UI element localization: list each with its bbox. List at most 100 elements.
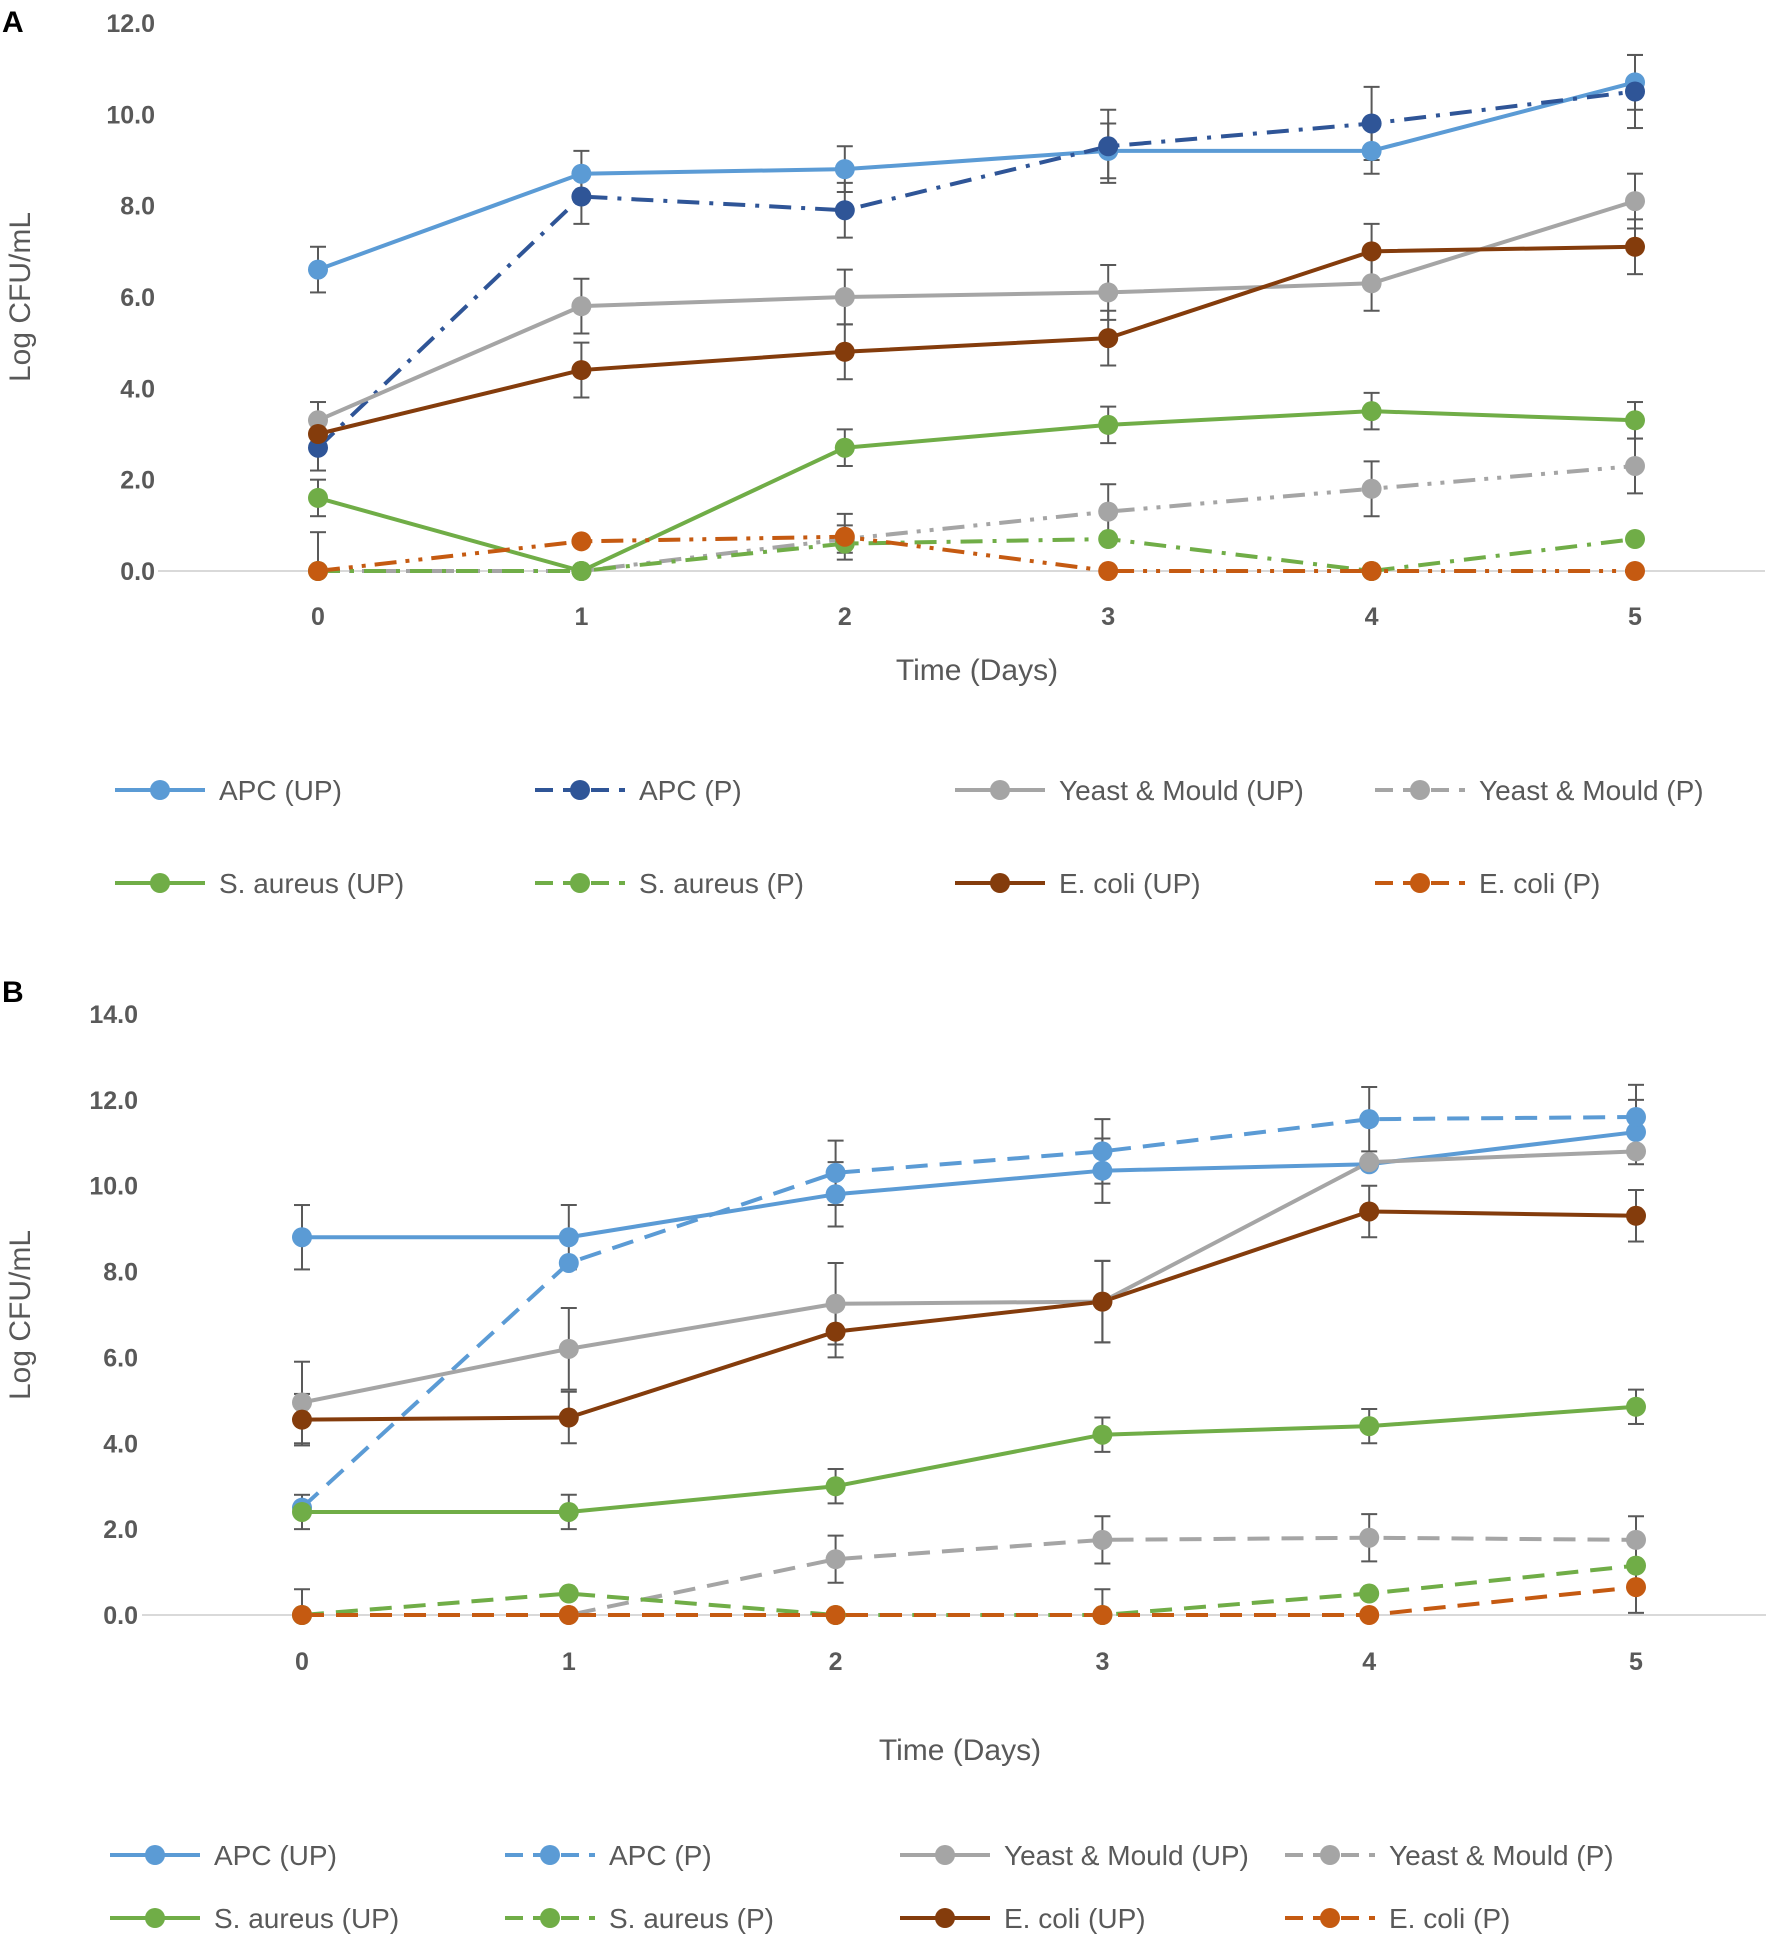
panel-b-point-e-coli-up (292, 1409, 312, 1430)
panel-a-y-tick-label: 2.0 (120, 467, 155, 495)
panel-b-point-e-coli-p (825, 1605, 846, 1625)
panel-a-line-e-coli-p (317, 534, 1635, 573)
panel-b-legend-marker-e-coli-p (1320, 1908, 1340, 1928)
panel-a-point-yeast-mould-up (308, 410, 328, 431)
panel-a-legend-item-yeast-mould-up: Yeast & Mould (UP) (955, 775, 1304, 806)
panel-a-legend-label-apc-up: APC (UP) (219, 775, 342, 806)
panel-b-legend-label-apc-up: APC (UP) (214, 1840, 337, 1871)
panel-b-line-yeast-mould-p (302, 1535, 1637, 1617)
panel-a-point-s-aureus-p (1098, 529, 1119, 550)
panel-b-point-apc-p (1359, 1109, 1380, 1130)
panel-a-legend-item-yeast-mould-p: Yeast & Mould (P) (1375, 775, 1704, 806)
panel-a-point-yeast-mould-up (1098, 282, 1119, 303)
panel-b-point-e-coli-p (1092, 1605, 1113, 1625)
panel-a-legend-item-e-coli-p: E. coli (P) (1375, 868, 1600, 899)
panel-b-point-e-coli-p (558, 1605, 579, 1625)
panel-b-legend-marker-s-aureus-p (540, 1908, 560, 1928)
panel-b-y-tick-label: 10.0 (89, 1173, 138, 1201)
panel-b-point-yeast-mould-p (1626, 1529, 1646, 1550)
panel-b-point-apc-up (1092, 1160, 1113, 1181)
panel-b-x-tick-label: 5 (1629, 1648, 1643, 1676)
panel-a-x-tick-label: 0 (311, 603, 325, 631)
panel-b-point-s-aureus-up (1092, 1424, 1113, 1445)
panel-b-legend-item-s-aureus-p: S. aureus (P) (505, 1903, 774, 1934)
panel-b-legend-marker-apc-up (145, 1845, 165, 1865)
panel-b-x-tick-label: 2 (829, 1648, 843, 1676)
panel-a-point-s-aureus-up (1625, 410, 1645, 431)
panel-b-legend-label-apc-p: APC (P) (609, 1840, 712, 1871)
panel-b-point-apc-up (558, 1227, 579, 1248)
panel-a-point-e-coli-p (1098, 561, 1119, 581)
panel-a-legend-marker-e-coli-p (1410, 873, 1430, 893)
panel-a-x-axis-title: Time (Days) (896, 654, 1058, 687)
panel-b-point-s-aureus-up (558, 1501, 579, 1522)
panel-a-legend-marker-yeast-mould-p (1410, 780, 1430, 800)
panel-b-line-yeast-mould-up (301, 1149, 1637, 1405)
panel-b-point-yeast-mould-p (825, 1549, 846, 1570)
panel-a-point-e-coli-up (834, 341, 855, 362)
panel-a-legend-item-apc-p: APC (P) (535, 775, 742, 806)
panel-a-point-s-aureus-up (834, 437, 855, 458)
panel-b-point-e-coli-up (1626, 1205, 1646, 1226)
panel-b-legend-label-yeast-mould-up: Yeast & Mould (UP) (1004, 1840, 1249, 1871)
panel-a-legend-marker-yeast-mould-up (990, 780, 1010, 800)
panel-a-point-e-coli-p (1361, 561, 1382, 581)
panel-b-legend-marker-yeast-mould-up (935, 1845, 955, 1865)
panel-a-legend-item-e-coli-up: E. coli (UP) (955, 868, 1201, 899)
panel-a-legend-label-e-coli-p: E. coli (P) (1479, 868, 1600, 899)
panel-a-point-e-coli-p (834, 526, 855, 547)
panel-a-legend-marker-s-aureus-up (150, 873, 170, 893)
panel-b-chart: B 0.0 2.0 4.0 6.0 8.0 10.0 12.0 14.0 0 1 2 3 4 5 Time (… (2, 976, 1766, 1934)
panel-a-point-yeast-mould-up (1625, 191, 1645, 212)
panel-b-x-tick-label: 4 (1362, 1648, 1376, 1676)
panel-b-y-tick-label: 14.0 (89, 1001, 138, 1029)
panel-b-y-tick-label: 12.0 (89, 1087, 138, 1115)
panel-b-point-s-aureus-p (1626, 1555, 1646, 1576)
panel-a-legend-label-apc-p: APC (P) (639, 775, 742, 806)
panel-b-line-apc-p (300, 1115, 1637, 1510)
panel-a-point-yeast-mould-up (1361, 273, 1382, 294)
panel-b-point-apc-p (1092, 1141, 1113, 1162)
panel-b-legend-item-e-coli-up: E. coli (UP) (900, 1903, 1146, 1934)
panel-a-point-s-aureus-p (1625, 529, 1645, 550)
panel-a-x-tick-label: 2 (838, 603, 852, 631)
panel-a-legend-label-s-aureus-up: S. aureus (UP) (219, 868, 404, 899)
panel-b-line-e-coli-up (301, 1209, 1637, 1422)
panel-b-point-s-aureus-up (1626, 1396, 1646, 1417)
panel-a-y-tick-label: 10.0 (106, 101, 155, 129)
panel-b-point-yeast-mould-p (1092, 1529, 1113, 1550)
panel-b-point-e-coli-up (1359, 1201, 1380, 1222)
panel-a-legend-marker-apc-up (150, 780, 170, 800)
panel-b-point-apc-p (558, 1252, 579, 1273)
panel-a-point-e-coli-up (308, 424, 328, 444)
panel-a-point-e-coli-p (1625, 561, 1645, 581)
panel-a-point-e-coli-p (308, 561, 328, 581)
panel-b-x-axis-title: Time (Days) (879, 1734, 1041, 1767)
panel-a-legend-label-yeast-mould-p: Yeast & Mould (P) (1479, 775, 1704, 806)
panel-b-point-apc-up (825, 1184, 846, 1205)
panel-a-y-tick-label: 8.0 (120, 193, 155, 221)
panel-a-point-e-coli-up (571, 360, 592, 381)
panel-a-point-apc-p (1625, 81, 1645, 102)
panel-b-letter: B (2, 976, 24, 1009)
panel-a-legend-item-s-aureus-up: S. aureus (UP) (115, 868, 404, 899)
panel-a-legend-marker-apc-p (570, 780, 590, 800)
panel-a-legend-label-e-coli-up: E. coli (UP) (1059, 868, 1201, 899)
panel-b-legend-marker-e-coli-up (935, 1908, 955, 1928)
panel-b-point-e-coli-p (292, 1605, 312, 1625)
panel-a-point-apc-p (1098, 136, 1119, 157)
panel-a-y-tick-label: 4.0 (120, 375, 155, 403)
panel-a-line-yeast-mould-up (317, 199, 1636, 423)
panel-b-point-apc-p (825, 1162, 846, 1183)
panel-a-point-apc-p (1361, 113, 1382, 134)
panel-b-y-tick-label: 6.0 (103, 1344, 138, 1372)
panel-a-point-apc-up (571, 163, 592, 184)
panel-b-line-s-aureus-p (301, 1563, 1637, 1617)
panel-a-point-e-coli-up (1098, 328, 1119, 349)
panel-b-point-e-coli-p (1359, 1605, 1380, 1625)
panel-a-legend-item-apc-up: APC (UP) (115, 775, 342, 806)
panel-a-point-e-coli-up (1625, 236, 1645, 257)
panel-a-legend-label-s-aureus-p: S. aureus (P) (639, 868, 804, 899)
panel-a-legend-marker-s-aureus-p (570, 873, 590, 893)
panel-b-legend-label-s-aureus-up: S. aureus (UP) (214, 1903, 399, 1934)
